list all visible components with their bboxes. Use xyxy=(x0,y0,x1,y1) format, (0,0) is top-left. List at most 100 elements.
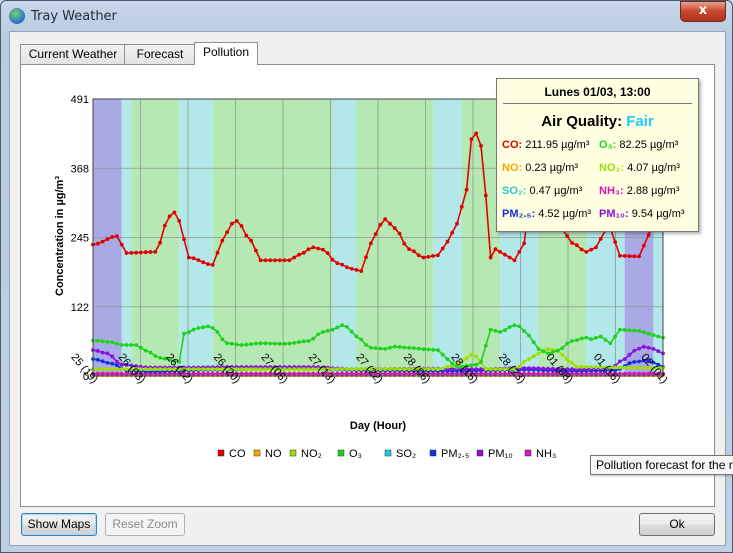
data-point xyxy=(459,364,464,369)
data-point xyxy=(421,255,426,260)
data-point xyxy=(206,324,210,329)
data-point xyxy=(445,357,450,361)
data-point xyxy=(321,247,325,252)
data-point xyxy=(220,238,225,243)
air-quality-label: Air Quality: xyxy=(541,113,623,130)
data-point xyxy=(129,343,134,347)
data-point xyxy=(546,371,550,376)
data-point xyxy=(565,371,570,376)
data-point xyxy=(474,367,479,372)
tab-pollution[interactable]: Pollution xyxy=(194,42,258,65)
data-point xyxy=(277,258,282,263)
data-point xyxy=(172,367,177,372)
data-point xyxy=(373,371,378,376)
data-point xyxy=(546,347,550,351)
data-point xyxy=(119,367,124,372)
data-point xyxy=(100,339,105,344)
data-point xyxy=(464,367,469,372)
data-point xyxy=(297,371,301,376)
data-point xyxy=(550,366,555,371)
data-point xyxy=(527,371,531,376)
data-point xyxy=(397,367,402,372)
window-title: Tray Weather xyxy=(31,9,117,24)
data-point xyxy=(541,371,546,376)
data-point xyxy=(402,371,407,376)
data-point xyxy=(594,245,598,250)
data-point xyxy=(186,371,191,376)
data-point xyxy=(397,231,402,236)
data-point xyxy=(335,261,340,266)
data-point xyxy=(364,371,368,376)
data-point xyxy=(522,366,526,370)
data-point xyxy=(440,352,445,357)
data-point xyxy=(306,247,311,252)
data-point xyxy=(469,352,474,357)
data-point xyxy=(153,367,158,372)
data-point xyxy=(527,357,531,361)
data-point xyxy=(139,250,143,255)
data-point xyxy=(287,367,292,372)
data-point xyxy=(330,371,335,376)
data-point xyxy=(368,345,373,350)
data-point xyxy=(330,367,335,372)
data-point xyxy=(277,371,282,376)
data-point xyxy=(503,252,507,257)
data-point xyxy=(239,224,244,228)
title-bar[interactable]: Tray Weather x xyxy=(1,1,732,31)
data-point xyxy=(455,365,459,370)
data-point xyxy=(493,371,498,376)
data-point xyxy=(488,367,493,372)
tooltip-value-amount: 9.54 µg/m³ xyxy=(628,208,685,220)
tooltip-value: SO₂: 0.47 µg/m³ xyxy=(502,185,582,197)
data-point xyxy=(268,341,273,346)
data-point xyxy=(507,255,512,260)
data-point xyxy=(134,250,139,255)
data-point xyxy=(579,247,584,252)
data-point xyxy=(579,365,584,369)
data-point xyxy=(637,359,641,364)
data-point xyxy=(570,241,574,245)
data-point xyxy=(450,361,455,366)
data-point xyxy=(282,367,287,372)
data-point xyxy=(436,348,440,352)
data-point xyxy=(646,366,651,370)
data-point xyxy=(301,367,306,372)
data-point xyxy=(225,341,230,346)
data-point xyxy=(110,371,115,376)
data-point xyxy=(450,367,455,371)
data-point xyxy=(459,371,464,376)
tooltip-value-amount: 0.47 µg/m³ xyxy=(526,185,583,197)
data-point xyxy=(158,356,163,360)
data-point xyxy=(388,221,392,226)
data-tooltip: Lunes 01/03, 13:00 Air Quality: Fair CO:… xyxy=(496,78,699,232)
data-point xyxy=(608,341,613,346)
data-point xyxy=(186,255,191,260)
data-point xyxy=(301,371,306,376)
data-point xyxy=(311,371,316,376)
data-point xyxy=(115,359,119,364)
show-maps-button[interactable]: Show Maps xyxy=(21,513,97,536)
data-point xyxy=(474,371,479,376)
data-point xyxy=(651,360,656,365)
data-point xyxy=(239,343,244,347)
data-point xyxy=(464,371,469,376)
data-point xyxy=(536,351,541,356)
data-point xyxy=(589,371,594,376)
close-button[interactable]: x xyxy=(680,1,726,22)
data-point xyxy=(292,341,297,345)
data-point xyxy=(469,363,474,368)
data-point xyxy=(383,347,388,351)
ok-button[interactable]: Ok xyxy=(639,513,715,536)
data-point xyxy=(469,371,474,376)
data-point xyxy=(522,359,526,364)
data-point xyxy=(378,367,383,372)
reset-zoom-button[interactable]: Reset Zoom xyxy=(105,513,185,536)
data-point xyxy=(608,365,613,370)
data-point xyxy=(574,243,579,248)
data-point xyxy=(95,241,100,246)
data-point xyxy=(340,371,344,376)
data-point xyxy=(488,371,493,376)
data-point xyxy=(230,371,234,376)
data-point xyxy=(177,371,182,376)
